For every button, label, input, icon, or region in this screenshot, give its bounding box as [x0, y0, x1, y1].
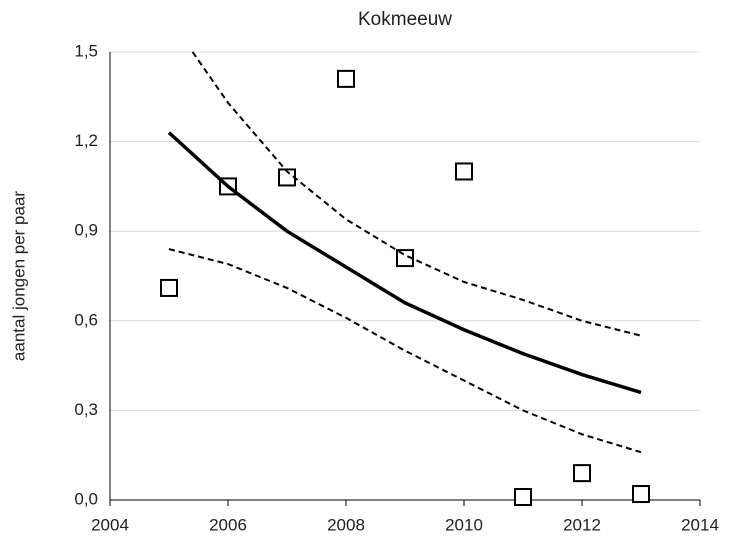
data-point [632, 485, 650, 504]
data-point [455, 162, 473, 181]
y-tick-label: 1,5 [74, 41, 98, 60]
y-tick-label: 0,6 [74, 310, 98, 329]
y-tick-label: 0,0 [74, 489, 98, 508]
y-tick-label: 1,2 [74, 131, 98, 150]
trend-line [167, 131, 642, 395]
y-tick-label: 0,9 [74, 221, 98, 240]
confidence-line [168, 248, 642, 454]
x-tick-label: 2010 [445, 515, 483, 534]
data-point [160, 278, 178, 297]
x-tick-label: 2014 [681, 515, 719, 534]
x-tick-label: 2006 [209, 515, 247, 534]
y-axis-label: aantal jongen per paar [9, 191, 28, 361]
data-point [514, 488, 532, 507]
x-tick-label: 2004 [91, 515, 129, 534]
y-tick-label: 0,3 [74, 400, 98, 419]
data-point [337, 69, 355, 88]
x-tick-label: 2012 [563, 515, 601, 534]
confidence-line [191, 51, 642, 337]
data-point [573, 464, 591, 483]
chart-title: Kokmeeuw [358, 9, 452, 30]
x-tick-label: 2008 [327, 515, 365, 534]
